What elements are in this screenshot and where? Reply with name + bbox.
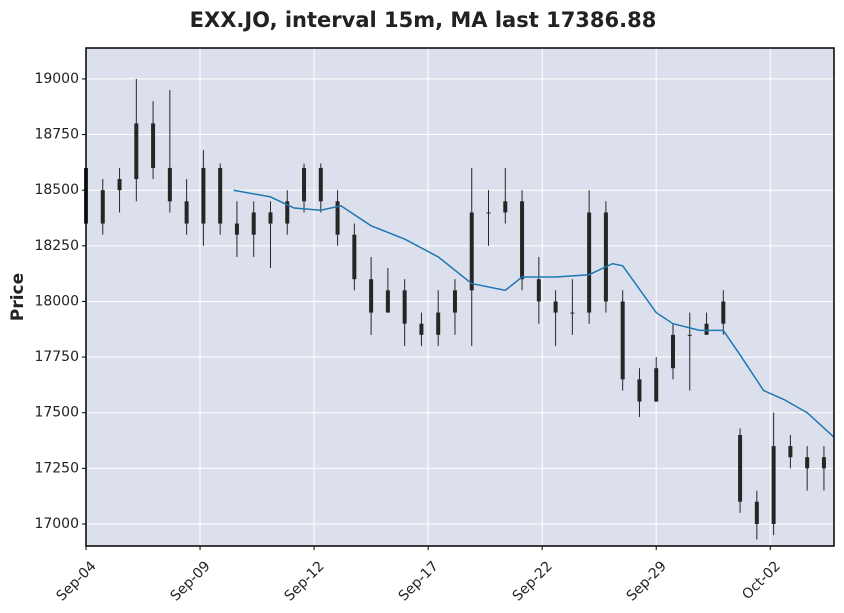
candle-body <box>167 167 172 202</box>
candle-body <box>788 446 793 458</box>
candle-body <box>285 201 290 224</box>
plot-border <box>85 47 835 547</box>
candle-body <box>704 323 709 335</box>
moving-average-line <box>233 189 835 438</box>
candle-body <box>738 434 743 502</box>
candle-body <box>553 301 558 313</box>
candle-body <box>402 290 407 324</box>
y-tick-label: 18500 <box>34 182 79 198</box>
candle-body <box>771 446 776 524</box>
candle-body <box>184 201 189 224</box>
x-tick-label: Sep-04 <box>53 558 99 604</box>
candle-body <box>587 212 592 313</box>
candle-body <box>603 212 608 302</box>
candle-body <box>117 179 122 191</box>
candle-body <box>654 368 659 402</box>
candle-body <box>268 212 273 224</box>
candle-body <box>151 123 156 168</box>
x-tick-label: Oct-02 <box>739 558 784 603</box>
candle-body <box>536 279 541 302</box>
y-tick-label: 18750 <box>34 127 79 143</box>
y-tick-label: 17250 <box>34 460 79 476</box>
candle-body <box>670 334 675 369</box>
candle-body <box>335 201 340 235</box>
x-tick-label: Sep-22 <box>510 558 556 604</box>
x-tick-label: Sep-12 <box>282 558 328 604</box>
x-tick-label: Sep-29 <box>624 558 670 604</box>
x-tick-label: Sep-17 <box>396 558 442 604</box>
y-tick-label: 18000 <box>34 293 79 309</box>
y-tick-label: 18250 <box>34 238 79 254</box>
candle-body <box>234 223 239 235</box>
candle-body <box>570 312 575 314</box>
candle-body <box>352 234 357 280</box>
candle-body <box>218 167 223 224</box>
candle-body <box>100 190 105 224</box>
candle-body <box>419 323 424 335</box>
y-axis-label: Price <box>8 273 28 321</box>
candle-body <box>520 201 525 280</box>
candle-body <box>721 301 726 324</box>
candle-body <box>302 167 307 202</box>
candle-body <box>620 301 625 380</box>
candle-body <box>503 201 508 213</box>
candle-body <box>486 212 491 214</box>
x-tick-label: Sep-09 <box>168 558 214 604</box>
y-tick-label: 19000 <box>34 71 79 87</box>
candle-body <box>201 167 206 224</box>
candle-body <box>452 290 457 313</box>
candle-body <box>318 167 323 202</box>
candle-body <box>469 212 474 291</box>
candle-body <box>369 279 374 313</box>
candle-body <box>251 212 256 235</box>
candle-body <box>821 457 826 469</box>
candle-body <box>687 334 692 336</box>
y-tick-label: 17750 <box>34 349 79 365</box>
candle-body <box>134 123 139 180</box>
chart-title: EXX.JO, interval 15m, MA last 17386.88 <box>190 8 657 32</box>
y-tick-label: 17000 <box>34 516 79 532</box>
plot-background <box>86 48 834 546</box>
candle-body <box>385 290 390 313</box>
candle-body <box>805 457 810 469</box>
candle-body <box>436 312 441 335</box>
y-tick-label: 17500 <box>34 405 79 421</box>
candle-body <box>754 501 759 524</box>
candle-body <box>637 379 642 402</box>
